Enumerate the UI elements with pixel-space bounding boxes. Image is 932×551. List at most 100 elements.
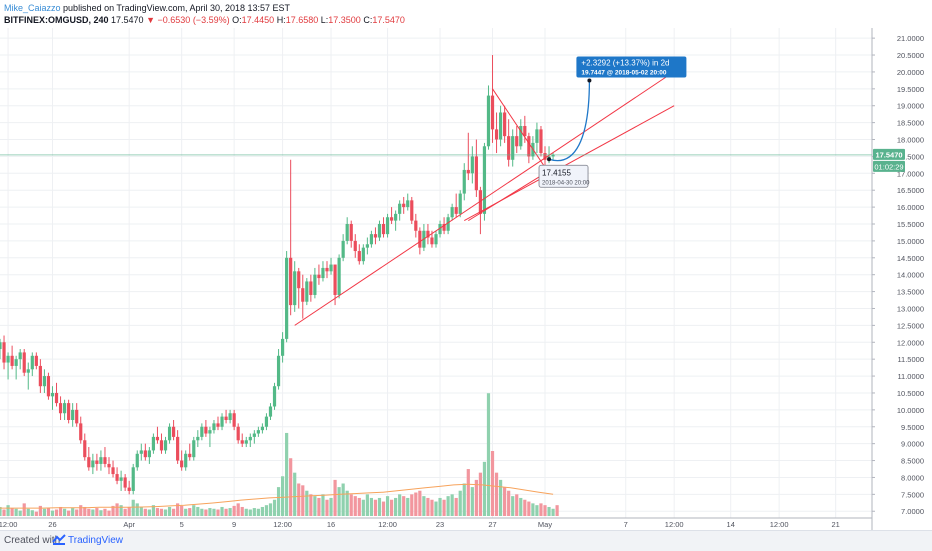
volume-bar <box>507 490 511 516</box>
volume-bar <box>410 494 414 516</box>
candle-body <box>398 203 402 214</box>
volume-bar <box>474 479 478 516</box>
volume-bar <box>58 506 63 516</box>
volume-bar <box>486 393 491 516</box>
volume-bar <box>519 497 523 516</box>
tradingview-brand-link[interactable]: TradingView <box>68 535 124 546</box>
volume-bar <box>503 487 507 516</box>
volume-bar <box>402 496 406 516</box>
volume-bar <box>466 469 470 516</box>
x-tick-label: 12:00 <box>273 520 292 529</box>
y-tick-label: 12.0000 <box>897 338 924 347</box>
open-label: O: <box>232 15 242 25</box>
volume-bar <box>317 497 321 516</box>
candle-body <box>54 392 59 404</box>
volume-bar <box>454 497 458 516</box>
candle-body <box>418 230 422 248</box>
volume-bar <box>135 503 139 516</box>
candle-body <box>188 453 192 458</box>
candle-body <box>543 153 547 160</box>
volume-bar <box>462 483 466 516</box>
volume-bar <box>83 506 87 516</box>
volume-bar <box>301 485 305 516</box>
volume-bar <box>159 508 164 516</box>
x-tick-label: 12:00 <box>378 520 397 529</box>
volume-bar <box>551 508 555 516</box>
volume-bar <box>147 509 151 516</box>
volume-bar <box>6 505 10 516</box>
volume-bar <box>381 501 386 516</box>
candle-body <box>289 257 293 306</box>
candle-body <box>67 403 71 420</box>
candle-body <box>119 477 123 481</box>
candle-body <box>519 126 523 147</box>
candle-body <box>111 467 115 475</box>
candle-body <box>410 200 414 221</box>
volume-bar <box>398 494 402 516</box>
x-tick-label: 21 <box>831 520 839 529</box>
candle-body <box>46 376 51 397</box>
volume-bar <box>0 506 2 516</box>
candle-body <box>430 237 434 245</box>
candle-body <box>321 267 325 279</box>
y-tick-label: 18.5000 <box>897 119 924 128</box>
volume-bar <box>38 505 42 516</box>
volume-bar <box>176 503 180 516</box>
candle-body <box>297 271 301 289</box>
candle-body <box>317 274 321 279</box>
projection-label: +2.3292 (+13.37%) in 2d <box>581 59 669 68</box>
y-tick-label: 18.0000 <box>897 136 924 145</box>
volume-bar <box>478 472 483 516</box>
candle-body <box>71 409 75 420</box>
candle-body <box>381 224 386 235</box>
countdown-label-box <box>873 160 905 172</box>
candle-body <box>329 264 333 272</box>
volume-bar <box>75 509 79 516</box>
candle-body <box>285 257 289 339</box>
volume-bar <box>470 487 474 516</box>
candle-body <box>159 440 164 451</box>
x-tick-label: 26 <box>48 520 56 529</box>
volume-bar <box>14 508 18 516</box>
volume-bar <box>293 472 297 516</box>
volume-bar <box>236 503 240 516</box>
volume-bar <box>67 510 71 516</box>
volume-bar <box>244 508 248 516</box>
x-tick-label: May <box>538 520 552 529</box>
candle-body <box>442 224 446 231</box>
low-value: 17.3500 <box>328 15 361 25</box>
candle-body <box>349 224 353 241</box>
x-tick-label: 7 <box>624 520 628 529</box>
volume-bar <box>321 494 325 516</box>
candle-body <box>212 423 216 431</box>
candle-body <box>260 426 265 431</box>
volume-bar <box>297 483 301 516</box>
volume-bar <box>212 508 216 516</box>
trendline <box>492 88 550 174</box>
x-tick-label: 16 <box>327 520 335 529</box>
candle-body <box>240 440 244 444</box>
candle-body <box>248 436 252 441</box>
volume-bar <box>289 458 293 516</box>
candle-body <box>200 426 204 437</box>
volume-bar <box>309 494 313 516</box>
y-tick-label: 8.5000 <box>901 457 924 466</box>
candle-body <box>325 267 329 272</box>
volume-bar <box>268 503 273 516</box>
volume-bar <box>365 494 369 516</box>
volume-bar <box>42 508 47 516</box>
price-chart[interactable]: 21.0000 20.5000 20.0000 19.5000 19.0000 18.50… <box>0 0 932 530</box>
volume-bar <box>442 499 446 516</box>
volume-bar <box>333 479 337 516</box>
y-tick-label: 9.0000 <box>901 440 924 449</box>
projection-label-box <box>576 56 687 78</box>
volume-bar <box>394 497 398 516</box>
volume-bar <box>434 501 438 516</box>
candle-body <box>305 281 309 302</box>
volume-bar <box>46 508 51 516</box>
candle-body <box>256 430 260 434</box>
volume-bar <box>155 508 160 516</box>
volume-bar <box>498 479 503 516</box>
author-link[interactable]: Mike_Caiazzo <box>4 3 61 13</box>
y-tick-label: 14.5000 <box>897 254 924 263</box>
